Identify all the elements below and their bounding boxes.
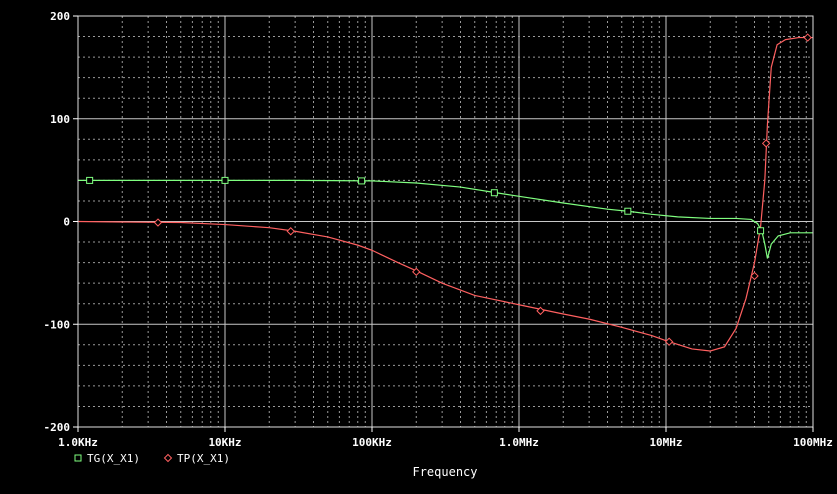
series-marker-diamond xyxy=(761,139,771,148)
series-line-0 xyxy=(78,179,813,259)
series-marker-square xyxy=(221,176,229,184)
series-marker-square xyxy=(86,176,94,184)
axis-layer: 1.0KHz 10KHz 100KHz 1.0MHz 10MHz 100MHz 200 100… xyxy=(44,10,833,449)
legend-marker-square xyxy=(74,454,82,462)
y-tick-label: 100 xyxy=(50,113,70,126)
series-marker-diamond xyxy=(664,337,674,346)
series-marker-square xyxy=(358,177,366,185)
legend-label: TG(X_X1) xyxy=(87,452,140,465)
series-marker-square xyxy=(757,227,765,235)
x-tick-label: 1.0MHz xyxy=(499,436,539,449)
x-tick-label: 10MHz xyxy=(649,436,682,449)
series-marker-diamond xyxy=(803,33,812,42)
legend-marker-diamond xyxy=(163,453,173,463)
series-marker-diamond xyxy=(536,306,545,316)
x-tick-label: 100KHz xyxy=(352,436,392,449)
y-tick-label: -200 xyxy=(44,421,71,434)
y-tick-label: 0 xyxy=(63,216,70,229)
x-tick-label: 1.0KHz xyxy=(58,436,98,449)
series-marker-square xyxy=(624,207,632,215)
x-axis-title: Frequency xyxy=(412,465,477,479)
series-marker-diamond xyxy=(286,227,295,236)
y-tick-label: -100 xyxy=(44,318,71,331)
marker-layer xyxy=(86,33,812,346)
series-marker-diamond xyxy=(750,271,759,281)
series-marker-diamond xyxy=(153,218,163,227)
legend-label: TP(X_X1) xyxy=(177,452,230,465)
legend-layer: TG(X_X1) TP(X_X1) xyxy=(74,452,230,465)
x-tick-label: 10KHz xyxy=(208,436,241,449)
x-tick-label: 100MHz xyxy=(793,436,833,449)
series-marker-diamond xyxy=(412,267,421,277)
series-marker-square xyxy=(490,189,498,197)
y-tick-label: 200 xyxy=(50,10,70,23)
